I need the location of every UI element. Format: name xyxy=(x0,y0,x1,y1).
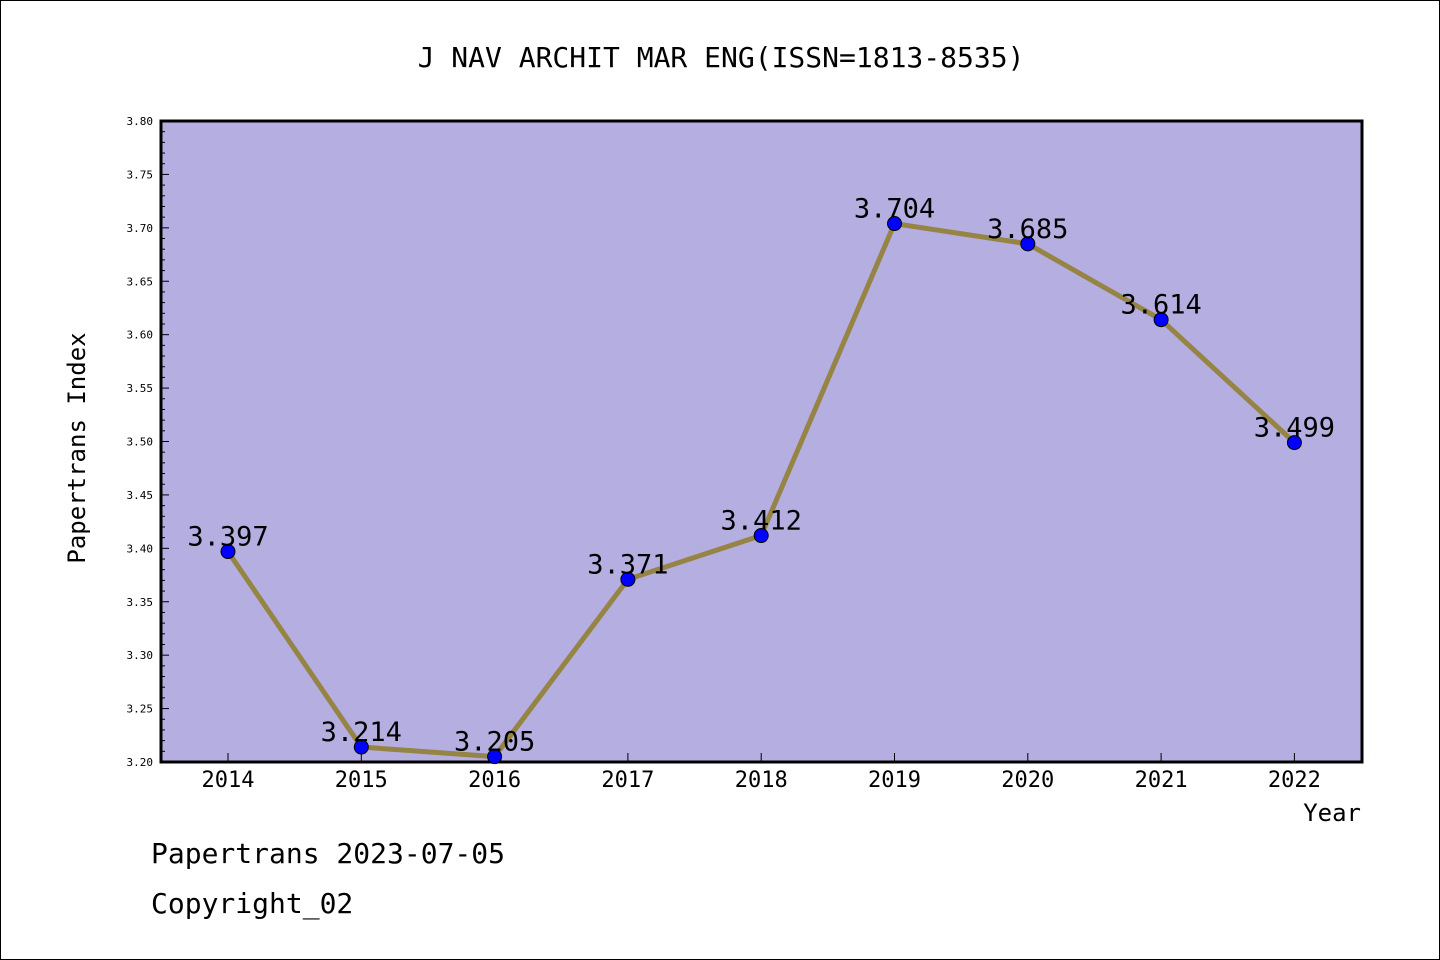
x-tick-label: 2020 xyxy=(1001,768,1054,793)
y-tick-label: 3.35 xyxy=(127,596,154,609)
x-axis: 2014 2015 2016 2017 2018 2019 2020 2021 2022 xyxy=(202,753,1321,793)
x-tick-label: 2014 xyxy=(202,768,255,793)
data-label: 3.499 xyxy=(1254,413,1335,444)
chart-title: J NAV ARCHIT MAR ENG(ISSN=1813-8535) xyxy=(418,41,1025,74)
data-point xyxy=(220,544,236,560)
data-label: 3.205 xyxy=(454,727,535,758)
data-label: 3.704 xyxy=(854,194,935,225)
data-label: 3.397 xyxy=(187,522,268,553)
y-tick-label: 3.60 xyxy=(127,329,154,342)
x-tick-label: 2018 xyxy=(735,768,788,793)
data-point xyxy=(353,739,369,755)
data-point xyxy=(487,749,503,765)
y-tick-label: 3.40 xyxy=(127,542,154,555)
y-tick-label: 3.80 xyxy=(127,115,154,128)
data-label: 3.412 xyxy=(721,506,802,537)
data-label: 3.685 xyxy=(987,214,1068,245)
x-tick-label: 2019 xyxy=(868,768,921,793)
y-tick-label: 3.45 xyxy=(127,489,154,502)
x-tick-label: 2017 xyxy=(601,768,654,793)
y-tick-label: 3.25 xyxy=(127,703,154,716)
data-point xyxy=(753,528,769,544)
data-point xyxy=(1153,312,1169,328)
y-tick-label: 3.75 xyxy=(127,168,154,181)
data-point xyxy=(620,571,636,587)
data-label: 3.214 xyxy=(321,717,402,748)
plot-area xyxy=(159,119,1364,764)
x-tick-label: 2021 xyxy=(1135,768,1188,793)
data-point xyxy=(1020,236,1036,252)
y-axis-label: Papertrans Index xyxy=(63,332,91,563)
data-label: 3.371 xyxy=(587,549,668,580)
y-tick-label: 3.70 xyxy=(127,222,154,235)
series-layer: 3.397 3.214 3.205 3.371 3.412 3.704 3.685 3.614… xyxy=(187,194,1335,765)
y-axis: 3.20 3.25 3.30 3.35 3.40 3.45 3.50 3.55 3.60 3.65… xyxy=(127,115,169,769)
y-tick-label: 3.65 xyxy=(127,275,154,288)
y-tick-label: 3.55 xyxy=(127,382,154,395)
data-point xyxy=(1286,435,1302,451)
x-tick-label: 2015 xyxy=(335,768,388,793)
data-label: 3.614 xyxy=(1120,290,1201,321)
x-tick-label: 2022 xyxy=(1268,768,1321,793)
x-axis-label: Year xyxy=(1303,799,1361,827)
footer-date: Papertrans 2023-07-05 xyxy=(151,837,506,870)
y-tick-label: 3.30 xyxy=(127,649,154,662)
data-point xyxy=(887,216,902,232)
y-tick-label: 3.20 xyxy=(127,756,154,769)
footer-copyright: Copyright_02 xyxy=(151,887,354,920)
y-tick-label: 3.50 xyxy=(127,436,154,449)
x-tick-label: 2016 xyxy=(468,768,521,793)
